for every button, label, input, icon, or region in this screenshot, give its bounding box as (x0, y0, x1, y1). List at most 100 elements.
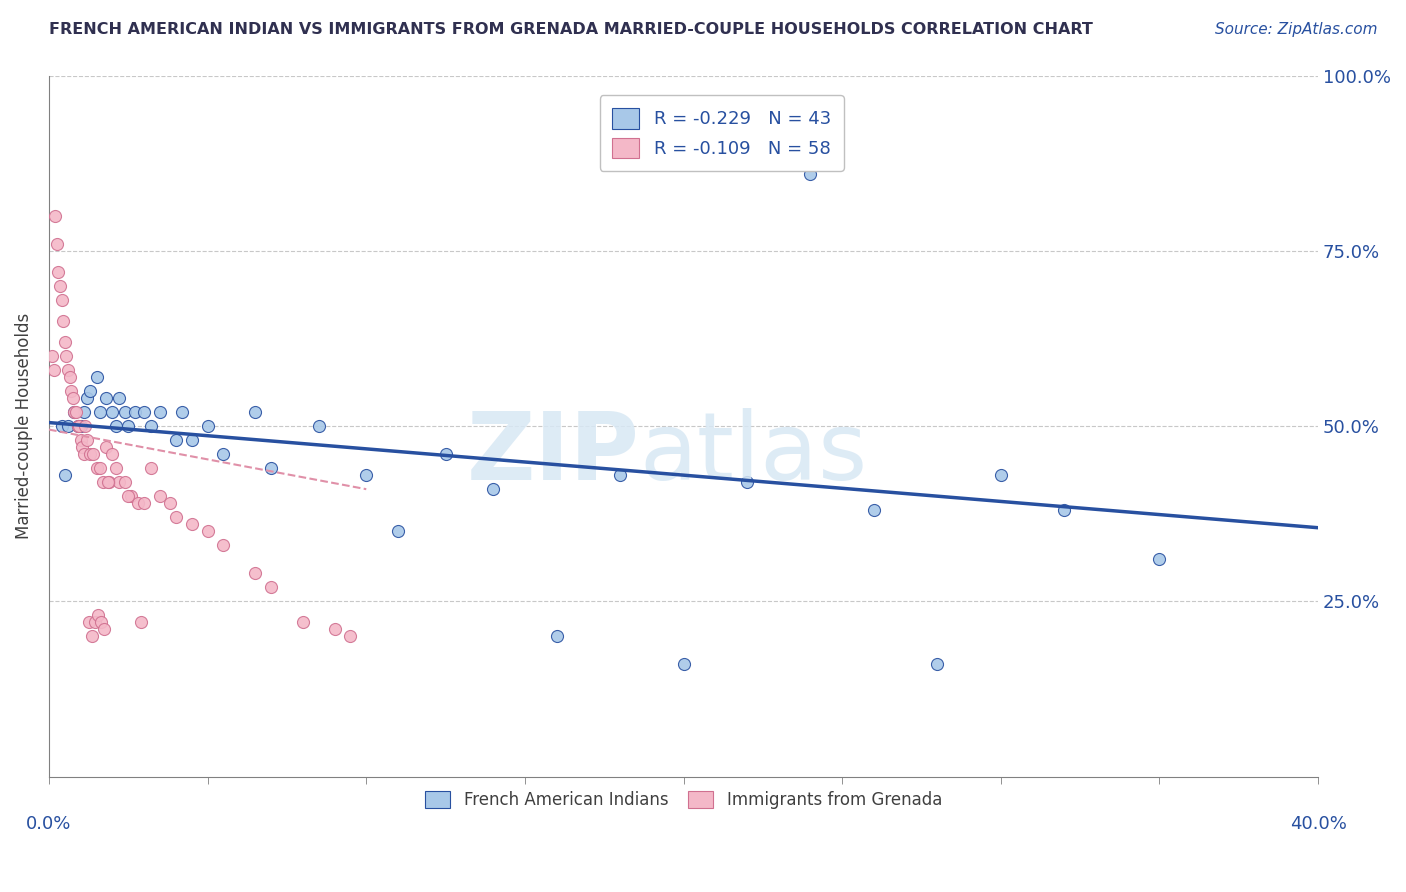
Point (84, 615, 107, 630)
Point (245, 405, 267, 419)
Point (434, 447, 457, 461)
Y-axis label: Married-couple Households: Married-couple Households (15, 313, 32, 539)
Point (62, 391, 84, 405)
Point (139, 461, 162, 475)
Text: FRENCH AMERICAN INDIAN VS IMMIGRANTS FROM GRENADA MARRIED-COUPLE HOUSEHOLDS CORR: FRENCH AMERICAN INDIAN VS IMMIGRANTS FRO… (49, 22, 1092, 37)
Point (53, 468, 76, 483)
Point (165, 433, 187, 447)
Point (93, 623, 115, 637)
Point (56, 363, 79, 377)
Point (75, 419, 97, 434)
Point (73, 405, 96, 419)
Text: Source: ZipAtlas.com: Source: ZipAtlas.com (1215, 22, 1378, 37)
Point (51, 419, 73, 434)
Point (87, 608, 110, 623)
Point (82, 447, 104, 461)
Point (197, 524, 219, 539)
Point (212, 538, 235, 552)
Point (107, 391, 129, 405)
Point (45, 236, 67, 251)
Point (735, 475, 758, 490)
Point (79, 447, 101, 461)
Point (107, 475, 129, 490)
Point (44, 209, 66, 223)
Point (863, 503, 886, 517)
Point (260, 461, 283, 475)
Point (60, 384, 83, 398)
Point (86, 370, 108, 384)
Point (94, 440, 117, 454)
Point (48, 265, 70, 279)
Point (42, 363, 65, 377)
Point (260, 580, 283, 594)
Point (127, 496, 149, 510)
Point (72, 440, 94, 454)
Text: ZIP: ZIP (467, 409, 640, 500)
Point (77, 615, 100, 630)
Point (104, 461, 127, 475)
Point (63, 405, 86, 419)
Point (197, 419, 219, 434)
Point (98, 475, 121, 490)
Point (76, 433, 98, 447)
Point (76, 391, 98, 405)
Point (65, 405, 87, 419)
Point (67, 419, 90, 434)
Point (89, 461, 111, 475)
Point (49, 278, 72, 293)
Point (79, 384, 101, 398)
Point (41, 349, 63, 363)
Point (149, 489, 172, 503)
Point (55, 349, 77, 363)
Point (121, 489, 143, 503)
Text: 0.0%: 0.0% (27, 815, 72, 833)
Point (609, 468, 631, 483)
Point (180, 517, 202, 532)
Point (1149, 552, 1171, 566)
Point (165, 510, 187, 524)
Point (91, 475, 114, 490)
Point (139, 419, 162, 434)
Point (291, 615, 314, 630)
Point (97, 475, 120, 490)
Point (129, 615, 152, 630)
Point (308, 419, 330, 434)
Point (990, 468, 1012, 483)
Point (86, 461, 108, 475)
Point (482, 482, 505, 496)
Point (546, 629, 568, 643)
Point (69, 433, 91, 447)
Point (56, 419, 79, 434)
Point (124, 405, 146, 419)
Legend: French American Indians, Immigrants from Grenada: French American Indians, Immigrants from… (418, 782, 950, 817)
Point (323, 623, 346, 637)
Point (53, 334, 76, 349)
Point (212, 447, 235, 461)
Point (51, 293, 73, 307)
Point (245, 566, 267, 581)
Point (117, 419, 139, 434)
Point (134, 405, 156, 419)
Text: 40.0%: 40.0% (1289, 815, 1347, 833)
Point (114, 475, 136, 490)
Point (58, 370, 80, 384)
Point (1053, 503, 1076, 517)
Point (117, 489, 139, 503)
Point (69, 419, 91, 434)
Point (66, 419, 89, 434)
Point (89, 405, 111, 419)
Point (356, 468, 378, 483)
Point (672, 657, 695, 672)
Point (80, 629, 103, 643)
Text: atlas: atlas (640, 409, 868, 500)
Point (387, 524, 409, 539)
Point (114, 405, 136, 419)
Point (799, 167, 821, 181)
Point (52, 314, 75, 328)
Point (66, 419, 89, 434)
Point (927, 657, 949, 672)
Point (339, 629, 361, 643)
Point (134, 496, 156, 510)
Point (63, 405, 86, 419)
Point (101, 447, 124, 461)
